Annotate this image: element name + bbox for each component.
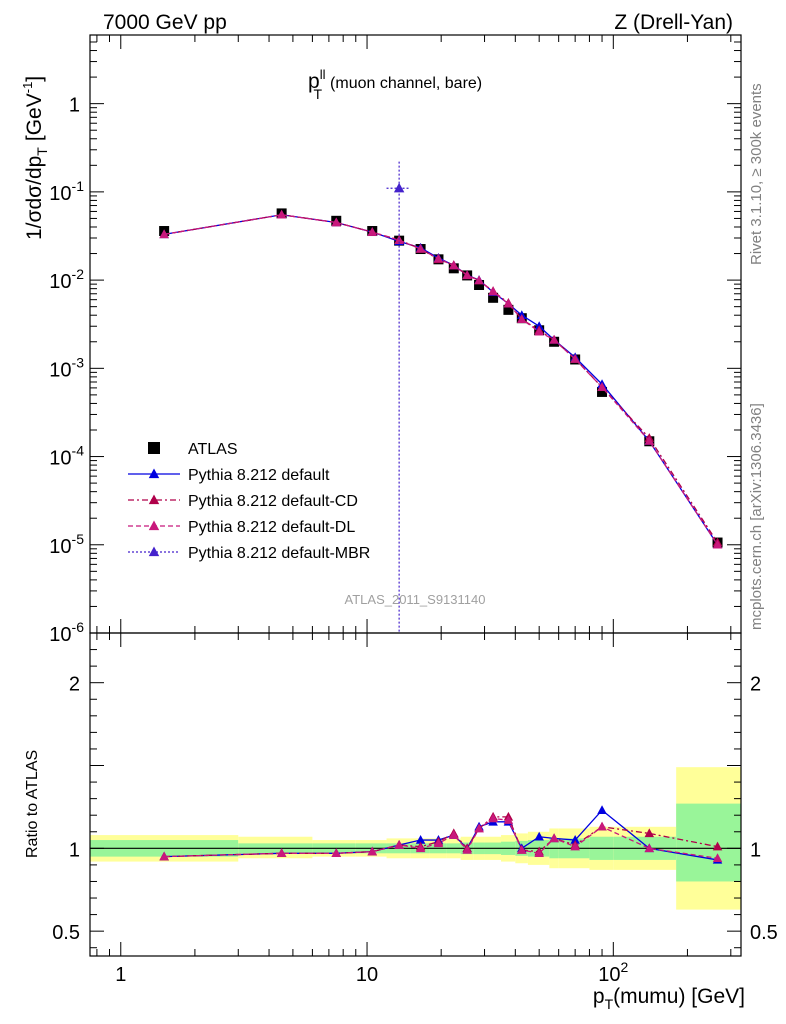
band-green-18 (676, 803, 741, 882)
title-sub: T (313, 86, 322, 102)
default-ratio-marker-13 (534, 831, 544, 841)
dl-main-marker-16 (597, 382, 607, 392)
dl-ratio-marker-0 (159, 851, 169, 861)
atlas-marker-16 (597, 386, 608, 397)
cd-ratio-marker-18 (712, 841, 723, 851)
atlas-marker-9 (474, 279, 485, 290)
mbr-marker-0 (393, 182, 405, 193)
dl-main-marker-6 (433, 253, 444, 263)
ratio-ylabel: Ratio to ATLAS (24, 750, 41, 858)
dl-main-marker-13 (534, 326, 544, 336)
dl-ratio-marker-12 (517, 844, 527, 854)
main-ylabel: 1/σdσ/dpT[GeV-1] (20, 76, 50, 240)
main-panel-frame (89, 34, 742, 634)
legend-marker-mbr (148, 546, 160, 557)
dl-ratio-marker-13 (534, 848, 544, 858)
main-ytick-label: 10-4 (49, 443, 84, 470)
xtick-label: 10 (356, 964, 378, 986)
main-ytick-label: 10-1 (49, 178, 84, 205)
dl-ratio-marker-1 (276, 848, 287, 858)
default-ratio-marker-15 (570, 835, 580, 844)
main-ytick-label: 10-2 (49, 266, 84, 293)
dl-ratio-marker-8 (462, 844, 472, 854)
dl-main-marker-9 (474, 275, 484, 285)
ratio-panel-frame (89, 632, 742, 957)
cd-ratio-marker-17 (644, 828, 655, 838)
dl-ratio-marker-16 (597, 821, 607, 831)
dl-main-marker-10 (488, 286, 498, 296)
ratio-panel-marks (159, 805, 723, 864)
ratio-ytick-label-left: 2 (69, 674, 80, 696)
dl-ratio-marker-7 (449, 830, 459, 839)
dl-main-marker-8 (462, 270, 472, 280)
dl-main-marker-2 (331, 217, 342, 227)
legend-label-dl: Pythia 8.212 default-DL (188, 519, 355, 536)
default-ratio-marker-16 (597, 805, 607, 814)
dl-ratio-marker-15 (570, 841, 580, 851)
main-ytick-label: 10-5 (49, 531, 84, 558)
dl-ratio-marker-5 (415, 843, 426, 853)
header-left: 7000 GeV pp (103, 11, 227, 34)
side-label-bottom: mcplots.cern.ch [arXiv:1306.3436] (748, 403, 765, 630)
atlas-marker-11 (503, 304, 514, 315)
dl-main-marker-3 (367, 227, 378, 236)
legend-marker-default (148, 468, 160, 479)
legend-marker-atlas (148, 442, 160, 454)
analysis-watermark: ATLAS_2011_S9131140 (345, 592, 486, 607)
dl-ratio-marker-11 (503, 815, 514, 824)
ratio-ytick-label-left: 0.5 (52, 922, 80, 944)
ratio-uncertainty-bands (90, 767, 741, 910)
legend-label-data: ATLAS (188, 441, 238, 458)
dl-ratio-marker-2 (331, 848, 342, 858)
legend-marker-cd (148, 494, 160, 505)
dl-main-marker-17 (644, 436, 655, 445)
default-ratio-marker-5 (415, 835, 426, 844)
dl-main-marker-15 (570, 354, 580, 363)
legend: ATLAS Pythia 8.212 default Pythia 8.212 de… (128, 441, 370, 562)
legend-label-cd: Pythia 8.212 default-CD (188, 493, 358, 510)
dl-main-marker-1 (276, 209, 287, 219)
axes: 1 10-1 10-2 10-3 10-4 10-5 10-6 0.5 0.5 1 1 2 2 1 10 10… (49, 34, 778, 986)
dl-ratio-marker-17 (644, 843, 655, 853)
ratio-ytick-label-right: 0.5 (750, 922, 778, 944)
main-title: pll T (muon channel, bare) (308, 67, 482, 102)
legend-label-mbr: Pythia 8.212 default-MBR (188, 545, 370, 562)
dl-main-marker-0 (159, 229, 169, 239)
ratio-ytick-label-right: 2 (750, 674, 761, 696)
main-ytick-label: 10-3 (49, 354, 84, 381)
dl-ratio-marker-18 (712, 853, 723, 863)
side-label-top: Rivet 3.1.10, ≥ 300k events (748, 83, 765, 265)
title-rest: (muon channel, bare) (330, 75, 482, 92)
dl-ratio-marker-9 (474, 823, 484, 833)
x-axis-label: pT(mumu) [GeV] (593, 985, 745, 1012)
dl-main-marker-12 (517, 314, 527, 323)
legend-label-default: Pythia 8.212 default (188, 467, 330, 484)
main-ytick-label: 1 (69, 95, 80, 117)
xtick-label: 1 (115, 964, 126, 986)
ratio-ytick-label-right: 1 (750, 839, 761, 861)
dl-ratio-marker-3 (367, 846, 378, 856)
xtick-label: 102 (598, 959, 628, 986)
dl-ratio-marker-14 (549, 833, 559, 843)
ratio-ytick-label-left: 1 (69, 839, 80, 861)
dl-main-marker-18 (712, 539, 723, 549)
main-ytick-label: 10-6 (49, 619, 84, 646)
atlas-marker-10 (488, 292, 499, 303)
dl-main-marker-7 (449, 260, 459, 270)
legend-marker-dl (148, 520, 160, 531)
dl-ratio-marker-10 (488, 813, 498, 823)
dl-main-marker-5 (415, 244, 426, 253)
title-base: p (308, 70, 320, 93)
dl-ratio-marker-4 (394, 840, 404, 849)
main-panel-marks (159, 161, 723, 633)
title-sup: ll (320, 67, 326, 82)
dl-main-marker-14 (549, 334, 559, 344)
header-right: Z (Drell-Yan) (614, 11, 733, 34)
dl-ratio-marker-6 (433, 838, 444, 848)
dl-main-marker-11 (503, 298, 514, 308)
